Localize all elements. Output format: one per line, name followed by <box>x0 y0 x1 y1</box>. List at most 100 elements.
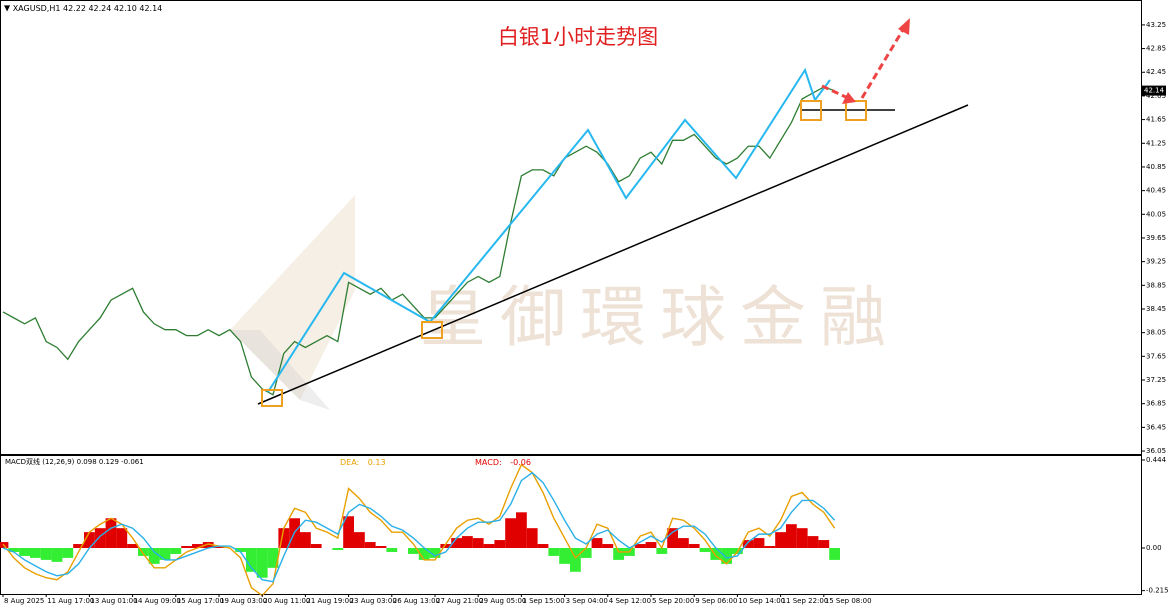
x-tick-label: 11 Aug 17:00 <box>47 597 94 605</box>
x-tick-label: 21 Aug 19:00 <box>306 597 353 605</box>
macd-bar <box>256 548 268 578</box>
x-tick-label: 15 Aug 17:00 <box>177 597 224 605</box>
arrows <box>821 27 906 100</box>
macd-bar <box>40 548 52 560</box>
boxes <box>261 100 867 407</box>
y-tick-label: 40.45 <box>1146 187 1166 195</box>
macd-line <box>2 471 836 583</box>
macd-bar <box>753 538 765 548</box>
macd-bar <box>354 532 365 548</box>
y-tick-label: 42.45 <box>1146 68 1166 76</box>
arrow-head <box>842 92 856 104</box>
zigzag <box>267 67 831 393</box>
y-tick-label: 43.25 <box>1146 21 1166 29</box>
x-tick-label: 27 Aug 21:00 <box>436 597 483 605</box>
macd-bar <box>721 548 732 564</box>
macd-bar <box>105 518 117 548</box>
macd-bar <box>148 548 160 564</box>
x-tick-label: 15 Sep 08:00 <box>825 597 872 605</box>
legend: MACD: -0.06 <box>475 458 531 467</box>
x-tick-label: 20 Aug 11:00 <box>263 597 310 605</box>
macd-bar <box>235 548 246 552</box>
macd-bar <box>127 544 138 548</box>
macd-bar <box>418 548 430 560</box>
macd-bar <box>202 542 214 548</box>
macd-bar <box>116 528 128 548</box>
macd-bar <box>310 544 322 548</box>
y-tick-label: 36.45 <box>1146 423 1166 431</box>
arrow-head <box>898 18 910 35</box>
y-tick-label: 42.85 <box>1146 45 1166 53</box>
x-tick-label: 13 Aug 01:00 <box>90 597 137 605</box>
macd-bar <box>332 548 344 550</box>
watermark: 皇御環球金融 <box>420 279 900 356</box>
macd-bar <box>688 544 700 548</box>
macd-bar <box>570 548 581 572</box>
macd-bar <box>246 548 257 572</box>
y-tick-label: 41.65 <box>1146 116 1166 124</box>
price-frame <box>0 0 1142 455</box>
macd-bar <box>62 548 74 558</box>
y-tick-label: 38.05 <box>1146 329 1166 337</box>
y-tick-label: 39.65 <box>1146 234 1166 242</box>
macd-bar <box>537 544 549 548</box>
y-tick-label: 40.05 <box>1146 210 1166 218</box>
macd-bar <box>678 538 689 548</box>
macd-bar <box>8 548 20 552</box>
y-tick-label: 41.25 <box>1146 139 1166 147</box>
macd-bar <box>807 536 819 548</box>
macd-bar <box>591 538 603 548</box>
legend: DEA: 0.13 <box>340 458 386 467</box>
macd-frame <box>0 455 1142 595</box>
y-tick-label: 36.05 <box>1146 447 1166 455</box>
y-tick-label: 37.65 <box>1146 352 1166 360</box>
macd-bar <box>375 546 387 548</box>
y-tick-label: -0.215 <box>1146 587 1169 595</box>
macd-bar <box>429 548 441 558</box>
macd-bar <box>742 540 754 548</box>
macd-bar <box>559 548 570 564</box>
macd-bar <box>170 548 182 554</box>
macd-bar <box>764 546 776 548</box>
macd-bar <box>656 548 668 554</box>
y-tick-label: 38.45 <box>1146 305 1166 313</box>
last-price-label: 42.14 <box>1144 87 1165 95</box>
y-tick-label: 0.00 <box>1146 544 1162 552</box>
x-tick-label: 1 Sep 15:00 <box>522 597 564 605</box>
x-tick-label: 3 Sep 04:00 <box>566 597 608 605</box>
y-tick-label: 38.85 <box>1146 281 1166 289</box>
trend-line <box>257 104 969 405</box>
x-tick-label: 14 Aug 09:00 <box>134 597 181 605</box>
macd-bar <box>364 542 376 548</box>
macd-line <box>2 463 836 597</box>
macd-bar <box>278 528 290 548</box>
x-tick-label: 4 Sep 12:00 <box>609 597 651 605</box>
x-tick-label: 8 Aug 2025 <box>4 597 44 605</box>
macd-title: MACD双线 (12,26,9) 0.098 0.129 -0.061 <box>5 457 144 466</box>
y-tick-label: 42.05 <box>1146 92 1166 100</box>
x-tick-label: 11 Sep 22:00 <box>782 597 829 605</box>
x-tick-label: 23 Aug 03:00 <box>350 597 397 605</box>
macd-bar <box>408 548 419 554</box>
macd-bar <box>548 548 560 556</box>
macd-bar <box>343 516 354 548</box>
macd-bar <box>192 544 203 548</box>
macd-bar <box>505 518 516 548</box>
macd-bar <box>483 544 495 548</box>
x-tick-label: 26 Aug 13:00 <box>393 597 440 605</box>
y-tick-label: 39.25 <box>1146 258 1166 266</box>
x-tick-label: 9 Sep 06:00 <box>695 597 737 605</box>
macd-bar <box>440 544 452 548</box>
last-price-tag <box>1142 85 1166 96</box>
x-tick-label: 10 Sep 14:00 <box>738 597 785 605</box>
macd-bar <box>526 528 538 548</box>
macd-bar <box>30 548 41 558</box>
price-line <box>2 86 835 396</box>
macd-bar <box>796 528 808 548</box>
macd-bar <box>94 528 106 548</box>
macd-bar <box>472 538 484 548</box>
macd-bar <box>451 538 462 548</box>
macd-bar <box>51 548 63 562</box>
macd-bar <box>181 546 192 548</box>
